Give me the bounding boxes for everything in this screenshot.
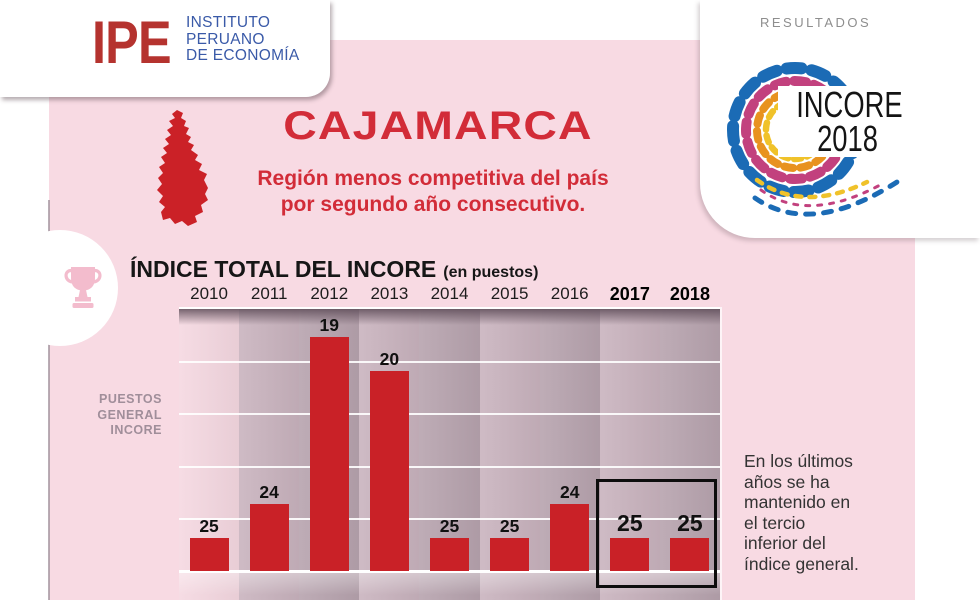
region-subtitle-line: Región menos competitiva del país xyxy=(257,167,609,190)
year-label: 2014 xyxy=(430,284,469,303)
highlight-box xyxy=(596,479,717,588)
trophy-badge-circle xyxy=(2,230,118,346)
region-subtitle-line: por segundo año consecutivo. xyxy=(280,193,586,216)
year-label: 2018 xyxy=(669,284,710,304)
bar-value-label: 25 xyxy=(199,516,219,536)
bar xyxy=(249,504,289,571)
ipe-logo-line: PERUANO xyxy=(186,30,265,48)
y-axis-label: PUESTOS GENERAL INCORE xyxy=(88,392,162,439)
bar-value-label: 25 xyxy=(617,510,643,536)
bar xyxy=(670,538,710,571)
baseline-reflection xyxy=(179,573,720,595)
bar-value-label: 25 xyxy=(499,516,520,536)
annotation-text: En los últimos años se ha mantenido en el t… xyxy=(744,451,924,574)
ipe-logo-box xyxy=(0,0,330,97)
bar-value-label: 20 xyxy=(379,349,400,369)
bar-value-label: 19 xyxy=(319,315,339,335)
column-stripe xyxy=(419,309,480,600)
year-label: 2016 xyxy=(550,284,589,303)
plot-baseline xyxy=(179,570,720,573)
y-axis-label-line: GENERAL xyxy=(97,407,162,422)
y-axis-label-line: INCORE xyxy=(110,423,162,437)
chart-title-suffix: (en puestos) xyxy=(443,264,539,281)
region-subtitle: Región menos competitiva del país por se… xyxy=(218,166,648,218)
bar-chart-plot: 2010 25 2011 24 2012 19 2013 20 2014 25 2015 25 2016… xyxy=(179,284,722,600)
bar xyxy=(610,538,650,571)
bar xyxy=(309,337,349,571)
column-stripe xyxy=(479,309,540,600)
bar-value-label: 25 xyxy=(677,510,703,536)
panel-left-border xyxy=(48,200,50,600)
bar xyxy=(490,538,530,571)
annotation-line: índice general. xyxy=(744,553,859,574)
year-label: 2012 xyxy=(310,284,349,303)
incore-logo-name: INCORE xyxy=(796,84,903,125)
bar xyxy=(430,538,469,571)
bar-value-label: 24 xyxy=(259,482,279,502)
incore-logo-text: INCORE 2018 xyxy=(780,84,915,159)
bar xyxy=(550,504,590,571)
ipe-logo-line: DE ECONOMÍA xyxy=(186,47,300,64)
annotation-line: años se ha xyxy=(744,471,830,492)
column-stripe xyxy=(599,309,660,600)
plot-right-edge xyxy=(720,307,722,600)
bar-value-label: 25 xyxy=(439,516,460,536)
annotation-line: inferior del xyxy=(744,533,826,553)
year-label: 2013 xyxy=(370,284,409,303)
plot-top-line xyxy=(179,307,720,309)
ipe-logo-abbr: IPE xyxy=(92,9,172,76)
gridline xyxy=(179,413,720,415)
incore-logo-year: 2018 xyxy=(817,118,878,159)
annotation-line: el tercio xyxy=(744,512,806,533)
ipe-logo-line: INSTITUTO xyxy=(186,14,271,31)
ipe-logo-text: INSTITUTO PERUANO DE ECONOMÍA xyxy=(186,14,300,65)
bar xyxy=(369,371,409,571)
annotation-line: mantenido en xyxy=(744,492,851,512)
year-label: 2015 xyxy=(490,284,529,303)
bar-value-label: 24 xyxy=(559,482,580,502)
gridline xyxy=(179,518,720,520)
annotation-line: En los últimos xyxy=(744,451,853,471)
year-label: 2011 xyxy=(250,284,288,303)
plot-top-shadow xyxy=(179,309,720,325)
trophy-icon xyxy=(63,264,103,316)
chart-title: ÍNDICE TOTAL DEL INCORE xyxy=(130,256,437,282)
gridline xyxy=(179,466,720,468)
results-label: RESULTADOS xyxy=(760,15,872,30)
chart-title-row: ÍNDICE TOTAL DEL INCORE (en puestos) xyxy=(130,256,538,283)
year-label: 2010 xyxy=(190,284,228,303)
incore-spiral-icon xyxy=(705,30,915,225)
cajamarca-map-icon xyxy=(154,110,210,231)
gridline xyxy=(179,361,720,363)
bar xyxy=(189,538,229,571)
region-title: CAJAMARCA xyxy=(283,104,593,148)
y-axis-label-line: PUESTOS xyxy=(98,392,162,406)
year-label: 2017 xyxy=(609,284,650,304)
